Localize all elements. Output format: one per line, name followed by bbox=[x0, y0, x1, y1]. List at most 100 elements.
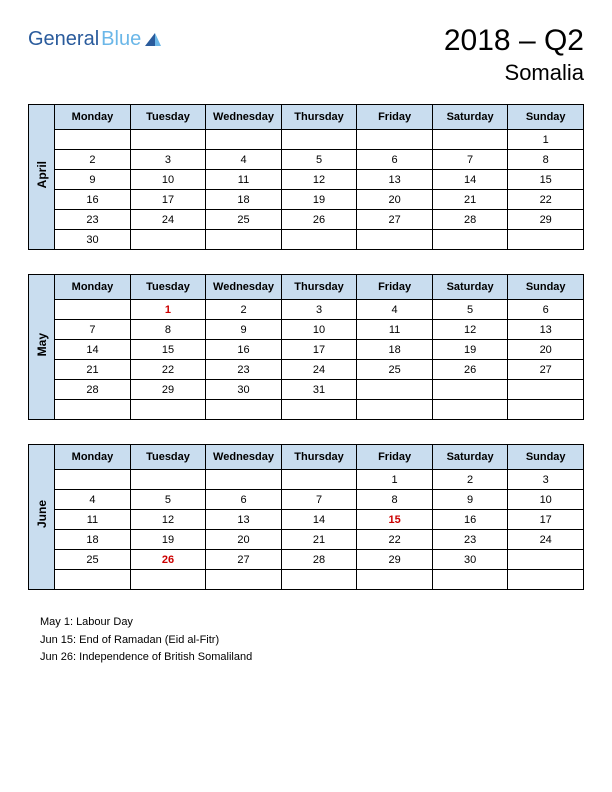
day-cell: 18 bbox=[206, 190, 282, 210]
day-cell: 5 bbox=[130, 490, 206, 510]
day-header: Wednesday bbox=[206, 105, 282, 130]
week-row: 78910111213 bbox=[29, 320, 584, 340]
week-row: 123 bbox=[29, 470, 584, 490]
day-cell: 24 bbox=[508, 530, 584, 550]
week-row: 9101112131415 bbox=[29, 170, 584, 190]
day-cell: 29 bbox=[130, 380, 206, 400]
day-cell bbox=[281, 130, 357, 150]
day-cell: 29 bbox=[508, 210, 584, 230]
day-header: Friday bbox=[357, 445, 433, 470]
day-cell bbox=[432, 380, 508, 400]
month-label: May bbox=[35, 327, 49, 362]
title-area: 2018 – Q2 Somalia bbox=[444, 24, 584, 86]
day-cell: 23 bbox=[55, 210, 131, 230]
logo-text-1: General bbox=[28, 28, 99, 51]
holiday-note: Jun 15: End of Ramadan (Eid al-Fitr) bbox=[40, 632, 584, 650]
day-cell: 30 bbox=[55, 230, 131, 250]
day-cell: 30 bbox=[432, 550, 508, 570]
day-cell: 16 bbox=[432, 510, 508, 530]
logo-icon bbox=[145, 29, 161, 45]
day-cell: 26 bbox=[130, 550, 206, 570]
day-cell bbox=[206, 400, 282, 420]
holiday-day: 15 bbox=[388, 514, 400, 526]
week-row: 28293031 bbox=[29, 380, 584, 400]
day-cell: 7 bbox=[281, 490, 357, 510]
day-cell: 8 bbox=[508, 150, 584, 170]
day-cell bbox=[508, 570, 584, 590]
day-header: Monday bbox=[55, 275, 131, 300]
day-cell bbox=[130, 130, 206, 150]
day-cell: 9 bbox=[55, 170, 131, 190]
week-row: 123456 bbox=[29, 300, 584, 320]
day-cell: 18 bbox=[55, 530, 131, 550]
day-cell: 5 bbox=[432, 300, 508, 320]
day-cell: 2 bbox=[55, 150, 131, 170]
day-cell: 22 bbox=[508, 190, 584, 210]
day-cell bbox=[130, 400, 206, 420]
week-row bbox=[29, 400, 584, 420]
holiday-notes: May 1: Labour DayJun 15: End of Ramadan … bbox=[28, 614, 584, 667]
day-header: Tuesday bbox=[130, 105, 206, 130]
day-cell bbox=[357, 230, 433, 250]
day-cell: 19 bbox=[281, 190, 357, 210]
day-cell bbox=[508, 380, 584, 400]
day-cell: 12 bbox=[281, 170, 357, 190]
month-block-may: MayMondayTuesdayWednesdayThursdayFridayS… bbox=[28, 274, 584, 420]
day-cell: 30 bbox=[206, 380, 282, 400]
day-cell: 7 bbox=[432, 150, 508, 170]
day-cell bbox=[130, 570, 206, 590]
day-cell: 21 bbox=[55, 360, 131, 380]
month-block-april: AprilMondayTuesdayWednesdayThursdayFrida… bbox=[28, 104, 584, 250]
month-block-june: JuneMondayTuesdayWednesdayThursdayFriday… bbox=[28, 444, 584, 590]
day-cell bbox=[432, 130, 508, 150]
day-cell bbox=[55, 300, 131, 320]
day-cell: 22 bbox=[357, 530, 433, 550]
day-cell bbox=[508, 230, 584, 250]
day-cell: 11 bbox=[206, 170, 282, 190]
day-header: Thursday bbox=[281, 445, 357, 470]
day-cell: 9 bbox=[432, 490, 508, 510]
day-cell: 4 bbox=[206, 150, 282, 170]
day-cell: 25 bbox=[55, 550, 131, 570]
day-header: Tuesday bbox=[130, 445, 206, 470]
month-label-cell: May bbox=[29, 275, 55, 420]
day-cell: 18 bbox=[357, 340, 433, 360]
day-cell: 15 bbox=[130, 340, 206, 360]
day-cell bbox=[357, 400, 433, 420]
day-header: Thursday bbox=[281, 275, 357, 300]
day-header: Sunday bbox=[508, 105, 584, 130]
day-cell bbox=[130, 230, 206, 250]
week-row: 21222324252627 bbox=[29, 360, 584, 380]
week-row: 11121314151617 bbox=[29, 510, 584, 530]
week-row: 45678910 bbox=[29, 490, 584, 510]
day-cell: 12 bbox=[130, 510, 206, 530]
week-row bbox=[29, 570, 584, 590]
day-cell: 23 bbox=[432, 530, 508, 550]
day-cell bbox=[357, 130, 433, 150]
day-cell: 10 bbox=[508, 490, 584, 510]
month-table: AprilMondayTuesdayWednesdayThursdayFrida… bbox=[28, 104, 584, 250]
day-header: Friday bbox=[357, 275, 433, 300]
day-cell: 28 bbox=[55, 380, 131, 400]
day-cell bbox=[130, 470, 206, 490]
day-cell: 21 bbox=[432, 190, 508, 210]
day-cell: 1 bbox=[508, 130, 584, 150]
day-cell: 17 bbox=[508, 510, 584, 530]
holiday-day: 1 bbox=[165, 304, 171, 316]
day-cell: 17 bbox=[281, 340, 357, 360]
logo: GeneralBlue bbox=[28, 28, 161, 51]
day-header: Monday bbox=[55, 105, 131, 130]
day-cell: 10 bbox=[130, 170, 206, 190]
week-row: 16171819202122 bbox=[29, 190, 584, 210]
day-cell bbox=[281, 400, 357, 420]
week-row: 14151617181920 bbox=[29, 340, 584, 360]
day-cell bbox=[206, 230, 282, 250]
header: GeneralBlue 2018 – Q2 Somalia bbox=[28, 24, 584, 86]
month-label-cell: April bbox=[29, 105, 55, 250]
day-cell: 2 bbox=[206, 300, 282, 320]
day-header: Sunday bbox=[508, 275, 584, 300]
day-header: Saturday bbox=[432, 105, 508, 130]
day-cell: 20 bbox=[206, 530, 282, 550]
day-cell: 26 bbox=[281, 210, 357, 230]
day-cell: 14 bbox=[281, 510, 357, 530]
